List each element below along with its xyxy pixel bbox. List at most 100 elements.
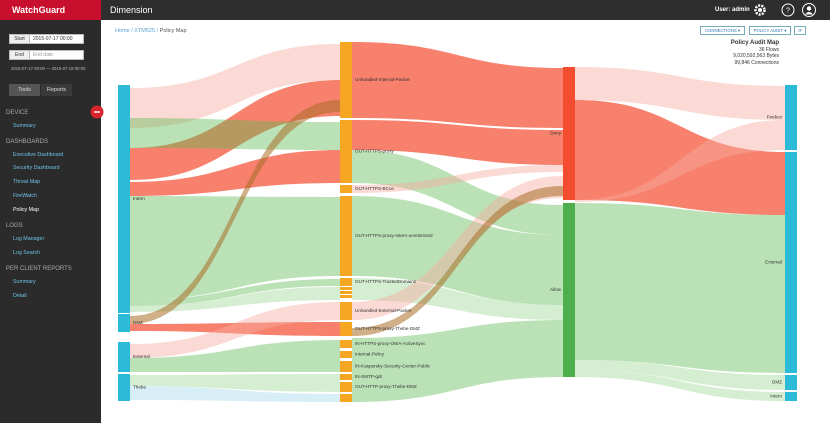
start-value: 2015-07-17 00:00 [33,36,73,42]
help-icon[interactable] [781,3,795,17]
button-label: CONNECTIONS [704,28,737,33]
flow [130,287,340,312]
connections-button[interactable]: CONNECTIONS ▾ [700,26,745,35]
header-icons: ? [754,3,816,17]
sankey-diagram: Intern DMZ External Thebe Unhandled-Internal… [118,42,797,402]
destination-node [785,375,797,390]
nav-link[interactable]: Detail [13,293,27,299]
crumb: Policy Map [159,28,187,34]
node-label: Allow [550,287,562,292]
policy-node [340,287,352,290]
flow [130,44,340,128]
node-label: External [765,260,782,265]
node-label: OUT-HTTPS-BCon [355,186,394,191]
start-label: Start [10,35,30,43]
node-label: External [133,354,150,359]
nav-link[interactable]: Log Search [13,250,41,256]
logo[interactable]: WatchGuard [0,0,101,20]
source-node [118,374,130,401]
nav-link[interactable]: Summary [13,123,36,129]
flow [130,118,340,150]
node-label: Internal-Policy [355,352,385,357]
flow [352,320,563,402]
flow [575,120,785,202]
source-node [118,85,130,313]
app-title: Dimension [110,5,153,15]
top-bar: WatchGuard Dimension User: admin ? [0,0,830,20]
flow [575,67,785,120]
flows: 36 Flows [758,46,779,53]
destination-node [785,85,797,150]
refresh-button[interactable]: ⟳ [794,26,806,35]
node-label: IN-HTTPS-proxy-OWA-ActiveSync [355,341,426,346]
node-label: IN-Kaspersky-Security-Center-Public [355,364,431,369]
end-label: End [10,51,30,59]
flow [352,150,563,235]
summary: Policy Audit Map 36 Flows 9,020,592,563 … [731,40,779,66]
flow [352,278,563,320]
nav-link[interactable]: Log Manager [13,236,45,242]
source-node [118,314,130,332]
nav-link[interactable]: Summary [13,279,36,285]
node-label: OUT-HTTPS-TrustedDomains [355,279,417,284]
button-label: POLICY AUDIT [753,28,784,33]
nav-link[interactable]: Security Dashboard [13,165,60,171]
node-label: OUT-HTTP-proxy-Thebe-DMZ [355,384,417,389]
nav-link[interactable]: Executive Dashboard [13,152,64,158]
flow [575,203,785,373]
action-node [563,203,575,377]
flow [352,176,563,320]
flow [352,196,563,305]
connections: 99,846 Connections [734,59,779,66]
flow [575,370,785,401]
action-node [563,67,575,200]
policy-node [340,120,352,183]
crumb[interactable]: Home [115,28,130,34]
policy-node [340,302,352,320]
node-label: OUT-HTTPS-proxy [355,149,394,154]
settings-icon[interactable] [754,4,766,16]
destination-node [785,392,797,401]
flow [352,120,563,165]
flow [130,100,340,324]
account-icon[interactable] [802,3,816,17]
node-label: OUT-HTTPS-proxy-Intern-unrestricted [355,233,433,238]
policy-audit-button[interactable]: POLICY AUDIT ▾ [749,26,791,35]
end-input[interactable]: End End date [9,50,84,60]
nav-link[interactable]: Threat Map [13,179,41,185]
flow [130,340,340,372]
flow [130,196,340,300]
policy-node [340,291,352,294]
user-label[interactable]: User: admin [715,7,750,13]
sidebar: Start 2015-07-17 00:00 End End date 2015-0… [0,20,101,423]
policy-node [340,351,352,358]
flow [130,80,340,180]
section-title: DEVICE [6,110,29,116]
start-input[interactable]: Start 2015-07-17 00:00 [9,34,84,44]
section-title: PER CLIENT REPORTS [6,266,72,272]
policy-node [340,382,352,392]
nav-link[interactable]: FireWatch [13,193,37,199]
policy-node [340,295,352,298]
source-node [118,342,130,372]
policy-node [340,42,352,118]
flow [130,302,340,358]
node-label: IN-SMTP-gdt [355,374,383,379]
date-range: 2015-07-17 00:00 — 2015-07-18 00:00 [11,66,86,71]
crumb[interactable]: XTM525 [134,28,156,34]
node-label: Unhandled-Internal-Packet [355,77,410,82]
tab[interactable]: Tools [9,84,40,96]
policy-node [340,340,352,348]
end-placeholder: End date [33,52,54,58]
tab[interactable]: Reports [41,84,72,96]
flow [352,186,563,336]
node-label: Unhandled-External-Packet [355,308,412,313]
collapse-button[interactable] [90,104,104,120]
policy-node [340,278,352,286]
flow [130,386,340,402]
policy-node [340,185,352,193]
node-label: DMZ [133,320,143,325]
nav-link[interactable]: Policy Map [13,207,39,213]
node-label: DMZ [772,380,782,385]
